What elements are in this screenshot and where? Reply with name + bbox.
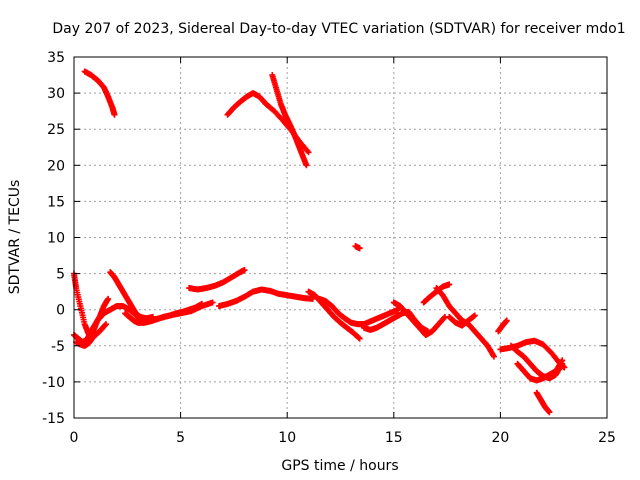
series-arc-mid-9 xyxy=(446,312,478,329)
y-axis-label: SDTVAR / TECUs xyxy=(7,180,23,295)
chart-title: Day 207 of 2023, Sidereal Day-to-day VTE… xyxy=(52,21,625,37)
data-point xyxy=(111,111,118,118)
y-tick-label: 15 xyxy=(47,194,65,210)
data-point xyxy=(559,357,566,364)
series-arc-high-1 xyxy=(81,68,118,118)
series-arc-late-1 xyxy=(495,317,510,335)
series-arc-mid-2 xyxy=(215,286,316,310)
data-point xyxy=(102,321,109,328)
series-arc-mid-1 xyxy=(186,266,248,293)
data-point xyxy=(198,300,205,307)
y-tick-label: 35 xyxy=(47,50,65,66)
axis-ticks xyxy=(73,56,608,419)
data-point xyxy=(491,353,498,360)
series-arc-early-5 xyxy=(122,300,205,326)
data-point xyxy=(305,149,312,156)
x-tick-label: 5 xyxy=(176,430,185,446)
data-point xyxy=(446,281,453,288)
data-point xyxy=(356,245,363,252)
y-tick-label: 0 xyxy=(56,303,65,319)
series-arc-mid-3 xyxy=(305,288,363,342)
x-tick-labels: 0 5 10 15 20 25 xyxy=(70,430,616,446)
series-arc-high-4 xyxy=(262,100,312,156)
series-arc-high-2 xyxy=(224,90,269,118)
y-tick-label: 30 xyxy=(47,86,65,102)
gridlines xyxy=(74,57,607,418)
data-point xyxy=(105,295,112,302)
y-tick-label: -15 xyxy=(42,411,65,427)
data-point xyxy=(503,317,510,324)
x-tick-label: 10 xyxy=(278,430,296,446)
data-point xyxy=(241,266,248,273)
series-arc-mid-4 xyxy=(316,295,402,328)
x-axis-label: GPS time / hours xyxy=(281,458,398,474)
data-points xyxy=(71,68,568,416)
y-tick-label: -10 xyxy=(42,375,65,391)
data-point xyxy=(546,409,553,416)
y-tick-label: 5 xyxy=(56,267,65,283)
series-arc-late-4 xyxy=(514,357,566,384)
series-arc-early-2 xyxy=(71,270,216,338)
y-tick-labels: -15 -10 -5 0 5 10 15 20 25 30 35 xyxy=(42,50,65,427)
x-tick-label: 0 xyxy=(70,430,79,446)
series-arc-mid-6 xyxy=(390,299,448,338)
y-tick-label: -5 xyxy=(51,339,65,355)
series-arc-high-3 xyxy=(269,72,310,169)
data-point xyxy=(471,312,478,319)
series-cluster-13 xyxy=(352,243,363,252)
series-arc-early-3 xyxy=(73,321,109,349)
y-tick-label: 10 xyxy=(47,231,65,247)
y-tick-label: 20 xyxy=(47,158,65,174)
series-arc-late-5 xyxy=(533,389,553,416)
series-arc-early-4 xyxy=(107,269,156,322)
y-tick-label: 25 xyxy=(47,122,65,138)
data-point xyxy=(209,299,216,306)
data-point xyxy=(303,162,310,169)
x-tick-label: 20 xyxy=(491,430,509,446)
data-point xyxy=(356,335,363,342)
x-tick-label: 15 xyxy=(385,430,403,446)
x-tick-label: 25 xyxy=(598,430,616,446)
